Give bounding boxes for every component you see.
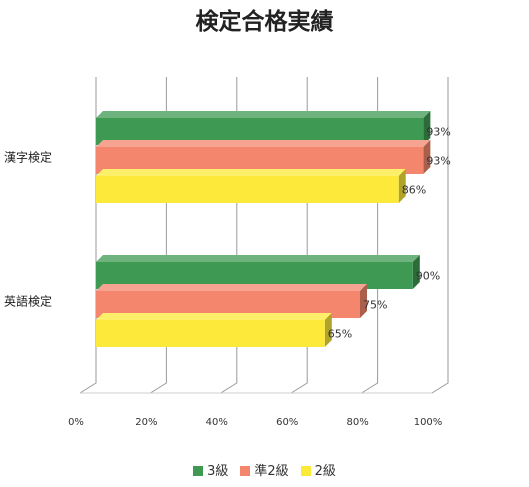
data-label: 90%: [416, 270, 440, 283]
bar: [96, 111, 431, 145]
legend: 3級 準2級 2級: [0, 460, 529, 479]
legend-label: 3級: [207, 464, 229, 479]
gridline: [79, 77, 97, 394]
bar: [96, 284, 367, 318]
gridline: [431, 77, 449, 394]
bar-chart: 0% 20% 40% 60% 80% 100% 93% 93% 86% 漢字検定 90% 75% 65%…: [4, 77, 451, 429]
data-label: 65%: [328, 328, 352, 341]
bar: [96, 140, 431, 174]
bar: [96, 169, 406, 203]
data-label: 75%: [363, 299, 387, 312]
chart-title: 検定合格実績: [195, 8, 334, 35]
x-tick-label: 40%: [206, 417, 228, 428]
bars: [96, 111, 431, 347]
legend-swatch: [240, 466, 251, 476]
legend-swatch: [193, 466, 204, 476]
legend-item: 3級: [193, 460, 228, 479]
data-label: 93%: [426, 126, 450, 139]
grid-lines: [79, 77, 449, 394]
legend-label: 2級: [314, 464, 336, 479]
labels: 0% 20% 40% 60% 80% 100% 93% 93% 86% 漢字検定 90% 75% 65%…: [4, 126, 451, 429]
category-label: 英語検定: [4, 294, 52, 309]
legend-item: 2級: [300, 460, 336, 479]
data-label: 86%: [402, 184, 426, 197]
bar: [96, 255, 420, 289]
x-tick-label: 0%: [68, 417, 84, 428]
legend-label: 準2級: [254, 464, 289, 479]
x-tick-label: 100%: [414, 417, 443, 428]
legend-swatch: [300, 466, 311, 476]
x-tick-label: 60%: [276, 417, 298, 428]
x-tick-label: 80%: [346, 417, 368, 428]
category-label: 漢字検定: [4, 150, 52, 165]
legend-item: 準2級: [240, 460, 289, 479]
x-tick-label: 20%: [135, 417, 157, 428]
data-label: 93%: [426, 155, 450, 168]
bar: [96, 313, 332, 347]
